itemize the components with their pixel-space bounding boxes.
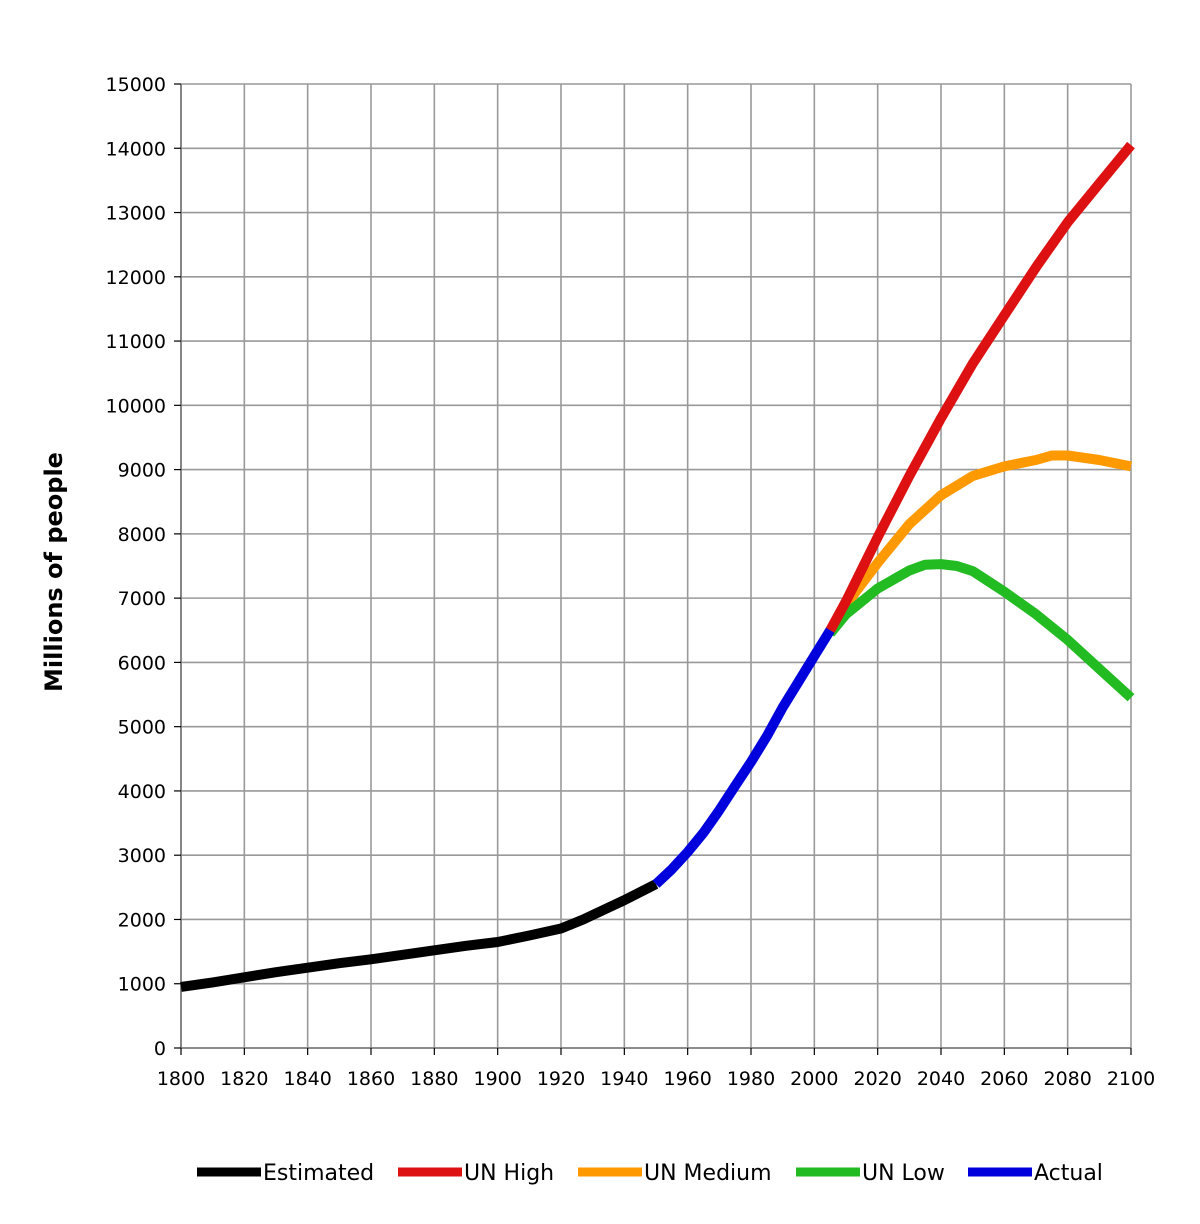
y-tick-label: 8000 (118, 524, 166, 546)
y-tick-label: 2000 (118, 909, 166, 931)
series-line-un-high (825, 141, 1135, 633)
x-tick-label: 2100 (1107, 1068, 1155, 1090)
y-tick-label: 0 (154, 1038, 166, 1060)
x-tick-label: 2060 (980, 1068, 1028, 1090)
y-tick-label: 15000 (106, 74, 166, 96)
x-tick-label: 1980 (727, 1068, 775, 1090)
y-tick-label: 3000 (118, 845, 166, 867)
y-axis-label: Millions of people (40, 452, 68, 692)
legend-label-un-high: UN High (464, 1161, 554, 1186)
y-tick-label: 14000 (106, 138, 166, 160)
plot-frame (180, 84, 1131, 1049)
y-tick-label: 12000 (106, 267, 166, 289)
x-tick-label: 1900 (473, 1068, 521, 1090)
x-tick-label: 2040 (917, 1068, 965, 1090)
legend-label-actual: Actual (1034, 1161, 1103, 1186)
x-tick-label: 1840 (283, 1068, 331, 1090)
x-tick-label: 1860 (347, 1068, 395, 1090)
y-tick-label: 6000 (118, 652, 166, 674)
x-tick-label: 2080 (1043, 1068, 1091, 1090)
series-line-un-medium (825, 450, 1132, 633)
series-lines (180, 141, 1135, 992)
x-tick-label: 2000 (790, 1068, 838, 1090)
y-tick-label: 7000 (118, 588, 166, 610)
legend: Estimated UN High UN Medium UN Low Actual (197, 1161, 1103, 1186)
legend-label-un-medium: UN Medium (644, 1161, 772, 1186)
y-axis-ticks: 0 1000 2000 3000 4000 5000 6000 7000 8000 9000 100… (106, 74, 181, 1060)
legend-label-estimated: Estimated (263, 1161, 374, 1186)
y-tick-label: 4000 (118, 781, 166, 803)
grid (180, 83, 1132, 1049)
y-tick-label: 13000 (106, 203, 166, 225)
series-line-un-low (826, 559, 1135, 702)
x-tick-label: 1940 (600, 1068, 648, 1090)
x-tick-label: 2020 (853, 1068, 901, 1090)
legend-label-un-low: UN Low (862, 1161, 945, 1186)
y-tick-label: 11000 (106, 331, 166, 353)
y-tick-label: 10000 (106, 395, 166, 417)
series-line-estimated (180, 879, 659, 992)
x-axis-ticks: 1800 1820 1840 1860 1880 1900 1920 1940 1960 1980… (157, 1048, 1155, 1090)
y-tick-label: 5000 (118, 717, 166, 739)
y-tick-label: 9000 (118, 460, 166, 482)
x-tick-label: 1820 (220, 1068, 268, 1090)
series-line-actual (652, 627, 835, 888)
y-tick-label: 1000 (118, 974, 166, 996)
x-tick-label: 1960 (663, 1068, 711, 1090)
x-tick-label: 1880 (410, 1068, 458, 1090)
x-tick-label: 1920 (537, 1068, 585, 1090)
x-tick-label: 1800 (157, 1068, 205, 1090)
